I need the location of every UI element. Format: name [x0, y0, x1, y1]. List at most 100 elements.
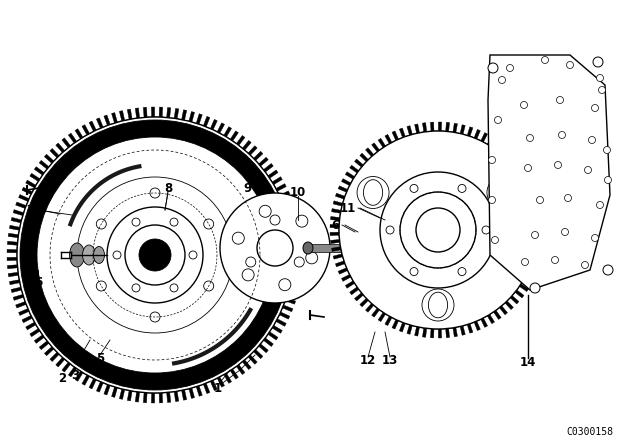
- Circle shape: [107, 207, 203, 303]
- Polygon shape: [527, 182, 536, 189]
- Circle shape: [294, 257, 304, 267]
- Text: 6: 6: [34, 276, 42, 289]
- Polygon shape: [431, 329, 434, 338]
- Circle shape: [242, 269, 254, 281]
- Circle shape: [113, 251, 121, 259]
- Polygon shape: [291, 229, 301, 234]
- Polygon shape: [346, 281, 355, 288]
- Polygon shape: [224, 373, 232, 383]
- Polygon shape: [224, 127, 232, 137]
- Polygon shape: [530, 264, 540, 271]
- Polygon shape: [217, 377, 225, 387]
- Polygon shape: [268, 332, 278, 340]
- Polygon shape: [392, 319, 399, 329]
- Text: 4: 4: [76, 353, 84, 366]
- Circle shape: [204, 219, 214, 229]
- Polygon shape: [19, 309, 29, 315]
- Text: 1: 1: [214, 382, 222, 395]
- Polygon shape: [355, 159, 364, 167]
- Polygon shape: [438, 329, 442, 338]
- Polygon shape: [68, 133, 77, 143]
- Polygon shape: [422, 123, 427, 132]
- Circle shape: [410, 185, 418, 193]
- Polygon shape: [44, 347, 54, 356]
- Circle shape: [306, 252, 317, 264]
- Polygon shape: [10, 225, 20, 230]
- Circle shape: [170, 218, 178, 226]
- Polygon shape: [174, 391, 179, 401]
- Polygon shape: [499, 145, 508, 154]
- Circle shape: [170, 284, 178, 292]
- Polygon shape: [520, 284, 529, 292]
- Text: 8: 8: [164, 181, 172, 194]
- Circle shape: [339, 131, 537, 329]
- Polygon shape: [276, 184, 286, 191]
- Polygon shape: [230, 131, 238, 141]
- Polygon shape: [372, 308, 380, 317]
- Polygon shape: [22, 315, 32, 323]
- Polygon shape: [264, 338, 273, 346]
- Polygon shape: [293, 254, 303, 257]
- Text: 10: 10: [290, 185, 306, 198]
- Ellipse shape: [70, 243, 84, 267]
- Polygon shape: [127, 109, 132, 120]
- Polygon shape: [349, 287, 359, 295]
- Polygon shape: [68, 367, 77, 377]
- Polygon shape: [460, 125, 465, 134]
- Polygon shape: [56, 358, 65, 367]
- Polygon shape: [287, 291, 298, 297]
- Polygon shape: [196, 114, 202, 124]
- Text: C0300158: C0300158: [566, 427, 614, 437]
- Circle shape: [279, 279, 291, 291]
- Polygon shape: [338, 186, 348, 192]
- Ellipse shape: [83, 245, 95, 265]
- Polygon shape: [536, 220, 546, 224]
- Polygon shape: [8, 265, 17, 269]
- Polygon shape: [13, 294, 24, 300]
- Polygon shape: [378, 138, 385, 147]
- Polygon shape: [467, 127, 473, 136]
- Circle shape: [536, 197, 543, 203]
- Polygon shape: [211, 380, 218, 391]
- Circle shape: [296, 215, 308, 227]
- Polygon shape: [236, 365, 245, 375]
- Circle shape: [189, 251, 197, 259]
- Circle shape: [132, 218, 140, 226]
- Polygon shape: [111, 387, 117, 397]
- Polygon shape: [537, 228, 546, 232]
- Polygon shape: [524, 175, 532, 182]
- Polygon shape: [407, 325, 412, 334]
- Polygon shape: [330, 240, 340, 244]
- Text: 3: 3: [71, 369, 79, 382]
- Polygon shape: [204, 383, 210, 394]
- Polygon shape: [289, 221, 300, 227]
- Text: 14: 14: [520, 356, 536, 369]
- Circle shape: [541, 56, 548, 64]
- Circle shape: [20, 120, 290, 390]
- Polygon shape: [372, 143, 380, 152]
- Text: 5: 5: [96, 352, 104, 365]
- Polygon shape: [236, 135, 245, 146]
- Polygon shape: [431, 122, 434, 131]
- Polygon shape: [259, 157, 268, 166]
- Polygon shape: [481, 133, 488, 142]
- Polygon shape: [515, 162, 524, 170]
- Polygon shape: [253, 349, 263, 359]
- Polygon shape: [333, 201, 342, 206]
- Polygon shape: [527, 271, 536, 278]
- Circle shape: [96, 219, 106, 229]
- Polygon shape: [365, 148, 374, 157]
- Polygon shape: [39, 341, 49, 349]
- Polygon shape: [272, 325, 282, 333]
- Circle shape: [150, 188, 160, 198]
- Circle shape: [139, 239, 171, 271]
- Polygon shape: [445, 328, 449, 338]
- Polygon shape: [211, 120, 218, 130]
- Polygon shape: [534, 205, 544, 210]
- Text: 11: 11: [340, 202, 356, 215]
- Polygon shape: [453, 327, 458, 337]
- Polygon shape: [8, 233, 19, 238]
- Polygon shape: [505, 301, 513, 310]
- Ellipse shape: [364, 180, 383, 205]
- Polygon shape: [174, 108, 179, 119]
